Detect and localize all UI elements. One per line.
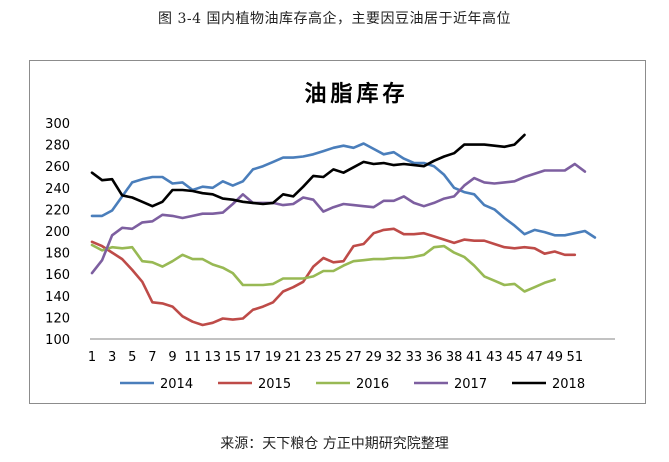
legend-label-2018: 2018 — [552, 377, 585, 392]
x-tick-label: 29 — [365, 350, 382, 365]
legend-label-2014: 2014 — [160, 377, 193, 392]
y-tick-label: 220 — [45, 203, 70, 218]
y-tick-label: 240 — [45, 182, 70, 197]
x-tick-label: 13 — [204, 350, 221, 365]
legend-label-2017: 2017 — [454, 377, 487, 392]
x-tick-label: 9 — [168, 350, 176, 365]
chart-title: 油脂库存 — [304, 81, 408, 107]
x-tick-label: 32 — [385, 350, 402, 365]
figure-caption: 图 3-4 国内植物油库存高企，主要因豆油居于近年高位 — [158, 11, 511, 27]
x-tick-label: 3 — [108, 350, 116, 365]
x-tick-label: 15 — [225, 350, 242, 365]
x-tick-label: 1 — [88, 350, 96, 365]
x-tick-label: 43 — [486, 350, 503, 365]
x-tick-label: 38 — [446, 350, 463, 365]
legend-label-2016: 2016 — [356, 377, 389, 392]
x-tick-label: 41 — [466, 350, 483, 365]
x-tick-label: 49 — [546, 350, 563, 365]
y-tick-label: 140 — [45, 290, 70, 305]
x-tick-label: 19 — [265, 350, 282, 365]
series-line-2015 — [90, 227, 577, 327]
y-tick-label: 100 — [45, 333, 70, 348]
source-note: 来源：天下粮仓 方正中期研究院整理 — [220, 436, 449, 452]
y-tick-label: 120 — [45, 311, 70, 326]
x-tick-label: 23 — [305, 350, 322, 365]
x-tick-label: 11 — [184, 350, 201, 365]
series-line-2014 — [90, 142, 597, 239]
x-tick-label: 33 — [406, 350, 423, 365]
x-tick-label: 5 — [128, 350, 136, 365]
x-tick-label: 27 — [345, 350, 362, 365]
x-tick-label: 21 — [285, 350, 302, 365]
series-line-2016 — [90, 243, 557, 293]
x-tick-label: 47 — [526, 350, 543, 365]
x-tick-label: 7 — [148, 350, 156, 365]
x-tick-label: 51 — [567, 350, 584, 365]
series-line-2017 — [90, 162, 587, 275]
x-tick-label: 17 — [245, 350, 262, 365]
y-tick-label: 300 — [45, 117, 70, 132]
y-tick-label: 200 — [45, 225, 70, 240]
x-tick-label: 25 — [325, 350, 342, 365]
y-tick-label: 180 — [45, 247, 70, 262]
x-tick-label: 45 — [506, 350, 523, 365]
series-line-2018 — [90, 133, 526, 208]
y-tick-label: 160 — [45, 268, 70, 283]
legend-label-2015: 2015 — [258, 377, 291, 392]
chart-frame: 油脂库存 100 120 140 160 180 200 220 240 260 280 300 1 3 5… — [29, 60, 646, 404]
x-tick-label: 36 — [426, 350, 443, 365]
y-tick-label: 280 — [45, 139, 70, 154]
y-tick-label: 260 — [45, 160, 70, 175]
